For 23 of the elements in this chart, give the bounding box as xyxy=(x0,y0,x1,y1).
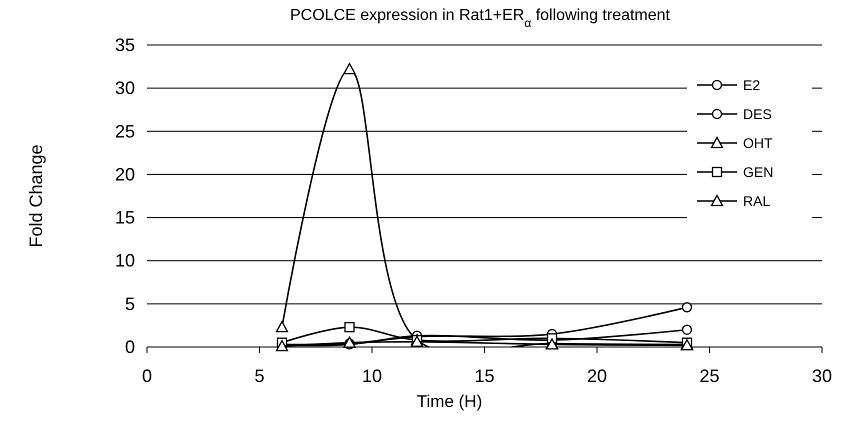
legend-label: E2 xyxy=(743,77,760,93)
chart-title: PCOLCE expression in Rat1+ER$_{α}$ following treatment xyxy=(290,7,671,30)
x-tick-label: 15 xyxy=(474,366,495,386)
x-tick-label: 5 xyxy=(254,366,265,386)
y-tick-label: 5 xyxy=(124,294,135,314)
y-tick-label: 25 xyxy=(114,121,135,142)
y-tick-label: 35 xyxy=(114,35,135,55)
x-tick-label: 10 xyxy=(362,366,382,386)
legend-label: DES xyxy=(743,106,772,122)
legend-label: GEN xyxy=(743,164,774,180)
x-tick-label: 0 xyxy=(142,366,152,386)
legend-label: RAL xyxy=(743,193,770,209)
y-tick-label: 0 xyxy=(124,337,135,357)
legend-label: OHT xyxy=(743,135,773,151)
x-tick-label: 30 xyxy=(812,366,832,386)
x-tick-label: 20 xyxy=(586,366,608,386)
x-axis-title: Time (H) xyxy=(416,392,482,411)
y-tick-label: 20 xyxy=(114,164,135,184)
y-axis-title: Fold Change xyxy=(26,144,46,248)
y-tick-label: 10 xyxy=(114,250,135,271)
y-tick-label: 15 xyxy=(114,208,135,228)
x-tick-label: 25 xyxy=(699,366,720,386)
y-tick-label: 30 xyxy=(114,78,135,98)
